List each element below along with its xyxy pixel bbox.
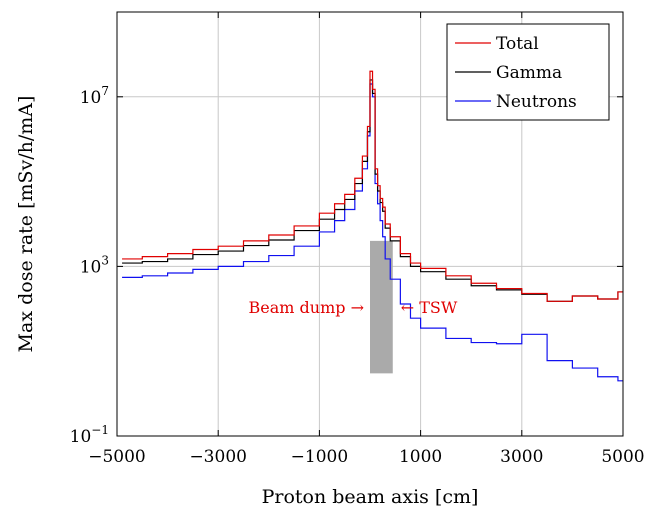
x-tick-label-1: −3000 <box>189 447 247 467</box>
plot-frame <box>116 11 624 437</box>
x-tick-label-3: 1000 <box>399 447 442 467</box>
x-tick-label-2: −1000 <box>291 447 349 467</box>
legend-label-gamma: Gamma <box>496 63 562 83</box>
series-layer <box>122 70 623 382</box>
legend-label-neutrons: Neutrons <box>496 92 577 112</box>
y-tick-labels: 10−1 103 107 <box>70 84 109 447</box>
series-line-gamma <box>122 79 623 302</box>
annotation-beam-dump: Beam dump → <box>249 298 364 317</box>
ticks <box>116 12 624 437</box>
series-line-neutrons <box>122 83 623 382</box>
annotation-tsw: ← TSW <box>401 298 458 317</box>
y-tick-label-2: 107 <box>80 84 109 108</box>
y-tick-label-0: 10−1 <box>70 423 109 447</box>
x-tick-label-0: −5000 <box>88 447 146 467</box>
y-tick-label-1: 103 <box>80 253 109 277</box>
series-line-total <box>122 70 623 302</box>
x-axis-title: Proton beam axis [cm] <box>262 486 479 508</box>
x-tick-label-4: 3000 <box>500 447 543 467</box>
x-tick-label-5: 5000 <box>601 447 644 467</box>
x-tick-labels: −5000 −3000 −1000 1000 3000 5000 <box>88 447 644 467</box>
legend-label-total: Total <box>496 34 539 54</box>
beam-dump-region <box>370 240 393 374</box>
y-axis-title: Max dose rate [mSv/h/mA] <box>15 96 37 353</box>
legend: Total Gamma Neutrons <box>446 23 610 121</box>
